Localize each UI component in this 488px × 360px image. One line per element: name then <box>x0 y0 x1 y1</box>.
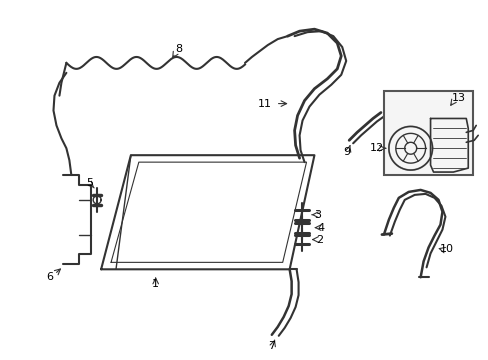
Text: 4: 4 <box>317 222 325 233</box>
Text: 2: 2 <box>315 234 322 244</box>
Text: 10: 10 <box>439 244 452 255</box>
Text: 12: 12 <box>369 143 383 153</box>
Text: 11: 11 <box>257 99 271 109</box>
Text: 8: 8 <box>175 44 182 54</box>
Text: 5: 5 <box>85 178 93 188</box>
Text: 13: 13 <box>450 93 465 103</box>
Text: 7: 7 <box>268 341 275 351</box>
Text: 1: 1 <box>152 279 159 289</box>
Text: 9: 9 <box>343 147 350 157</box>
Text: 6: 6 <box>46 272 53 282</box>
Bar <box>383 91 472 175</box>
Text: 3: 3 <box>313 210 320 220</box>
